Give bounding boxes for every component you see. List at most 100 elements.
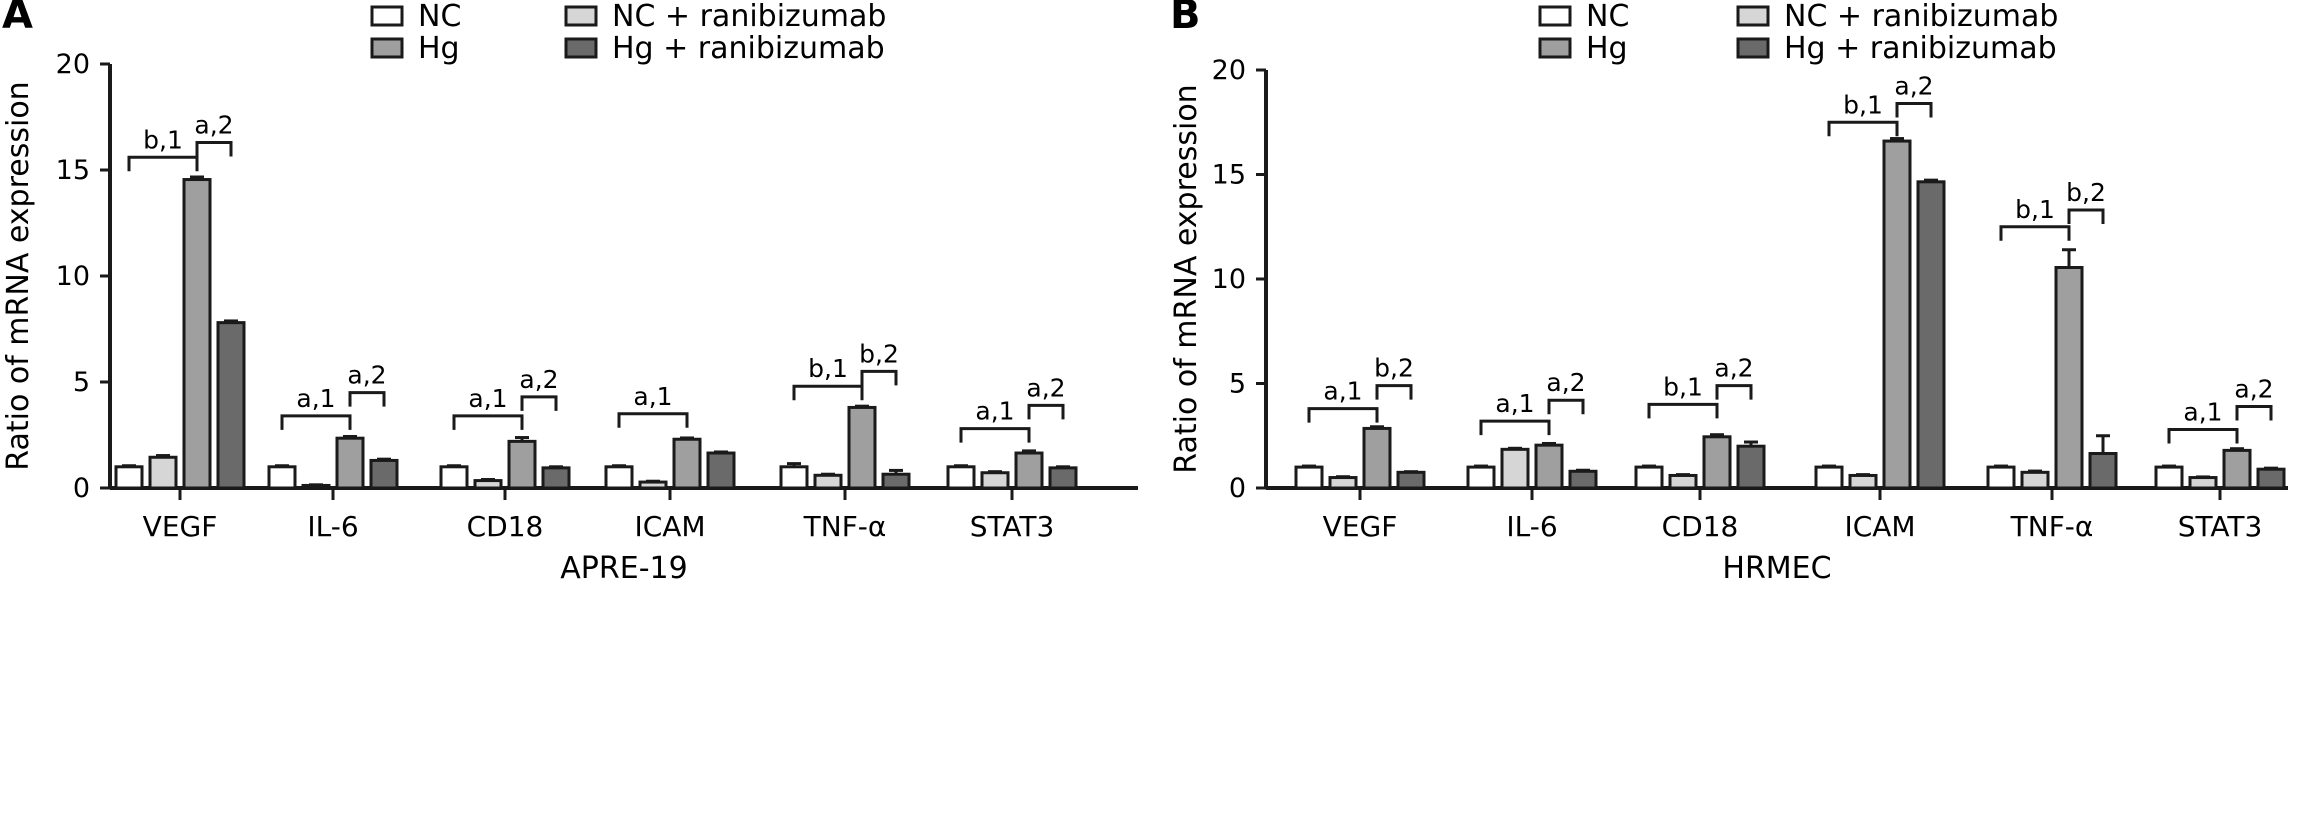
legend-item: NC + ranibizumab [1736,0,2058,34]
legend-label: NC [418,0,461,34]
bar [439,465,469,490]
significance-label: a,1 [633,382,672,411]
bracket-line [860,369,898,386]
significance-label: b,1 [1843,90,1883,119]
y-tick-label: 20 [56,49,90,80]
bracket-line [1547,398,1585,415]
panel-letter: A [2,0,33,38]
significance-bracket: b,1 [792,354,864,401]
y-tick-label: 0 [1229,473,1246,504]
significance-bracket: a,1 [617,382,689,428]
legend-swatch [564,37,598,59]
legend-item: NC + ranibizumab [564,0,886,34]
bar [779,465,809,490]
significance-label: a,1 [975,397,1014,426]
bracket-line [127,155,199,172]
x-tick-label: IL-6 [1506,510,1557,543]
legend-item: NC [1538,0,1629,34]
bar [182,178,212,490]
bar [672,437,702,490]
bar [847,405,877,490]
significance-label: a,2 [2234,374,2273,403]
significance-bracket: a,2 [194,110,234,157]
significance-bracket: a,1 [1479,389,1551,436]
significance-bracket: b,2 [1374,354,1414,400]
bracket-line [1375,384,1413,400]
significance-label: a,1 [296,384,335,413]
significance-label: a,2 [194,110,233,139]
legend-swatch [1736,5,1770,27]
legend-swatch [370,37,404,59]
bar [2154,465,2184,490]
y-axis-title: Ratio of mRNA expression [1,81,36,470]
significance-label: a,2 [519,365,558,394]
bracket-line [1999,225,2071,241]
bracket-line [348,391,386,407]
legend-swatch [1736,37,1770,59]
significance-bracket: a,1 [959,397,1031,443]
bracket-line [520,395,558,411]
bar [2054,266,2084,490]
significance-label: b,1 [143,125,183,154]
x-tick-label: VEGF [143,510,218,543]
bracket-line [195,140,233,157]
bracket-line [452,414,524,430]
bar [604,465,634,490]
bar [1294,465,1324,490]
bar [2020,470,2050,490]
bracket-line [1715,384,1753,400]
legend-swatch [1538,5,1572,27]
x-tick-label: CD18 [467,510,544,543]
legend-item: Hg + ranibizumab [564,31,885,66]
bracket-line [1895,101,1933,118]
significance-bracket: a,2 [1714,354,1754,400]
bar [2256,467,2286,490]
legend-label: NC [1586,0,1629,34]
y-tick-label: 10 [1212,264,1246,295]
bar [1634,465,1664,490]
bar [1668,473,1698,490]
bracket-line [280,414,352,430]
significance-bracket: b,1 [1827,90,1899,137]
y-axis-title: Ratio of mRNA expression [1169,84,1204,473]
bracket-line [2235,404,2273,421]
significance-label: a,2 [1714,354,1753,383]
bar [813,473,843,490]
bar [148,455,178,490]
bar [1014,451,1044,490]
legend-label: Hg [418,31,460,66]
bar [2188,476,2218,490]
significance-bracket: b,2 [859,339,899,386]
legend-item: NC [370,0,461,34]
bracket-line [2167,427,2239,444]
legend-label: NC + ranibizumab [612,0,886,34]
significance-bracket: a,2 [1546,368,1586,415]
significance-bracket: b,1 [1647,372,1719,419]
significance-bracket: a,2 [1894,71,1934,118]
panel-letter: B [1170,0,1201,38]
significance-label: a,2 [1894,71,1933,100]
bracket-line [1307,407,1379,423]
legend-label: NC + ranibizumab [1784,0,2058,34]
x-axis-title: APRE-19 [560,551,687,586]
bar [1986,465,2016,490]
legend-label: Hg [1586,31,1628,66]
legend-item: Hg [1538,31,1628,66]
legend-swatch [564,5,598,27]
bracket-line [1479,419,1551,436]
significance-bracket: a,1 [2167,397,2239,444]
bracket-line [959,427,1031,443]
bar [1500,447,1530,490]
bracket-line [1827,120,1899,137]
x-tick-label: IL-6 [307,510,358,543]
significance-bracket: b,2 [2066,178,2106,225]
bar [1534,443,1564,490]
x-tick-label: ICAM [634,510,705,543]
significance-label: a,2 [347,361,386,390]
y-tick-label: 5 [1229,369,1246,400]
significance-bracket: a,1 [1307,377,1379,423]
legend-label: Hg + ranibizumab [1784,31,2057,66]
significance-bracket: a,2 [519,365,559,411]
bar [507,439,537,490]
bar [267,465,297,490]
